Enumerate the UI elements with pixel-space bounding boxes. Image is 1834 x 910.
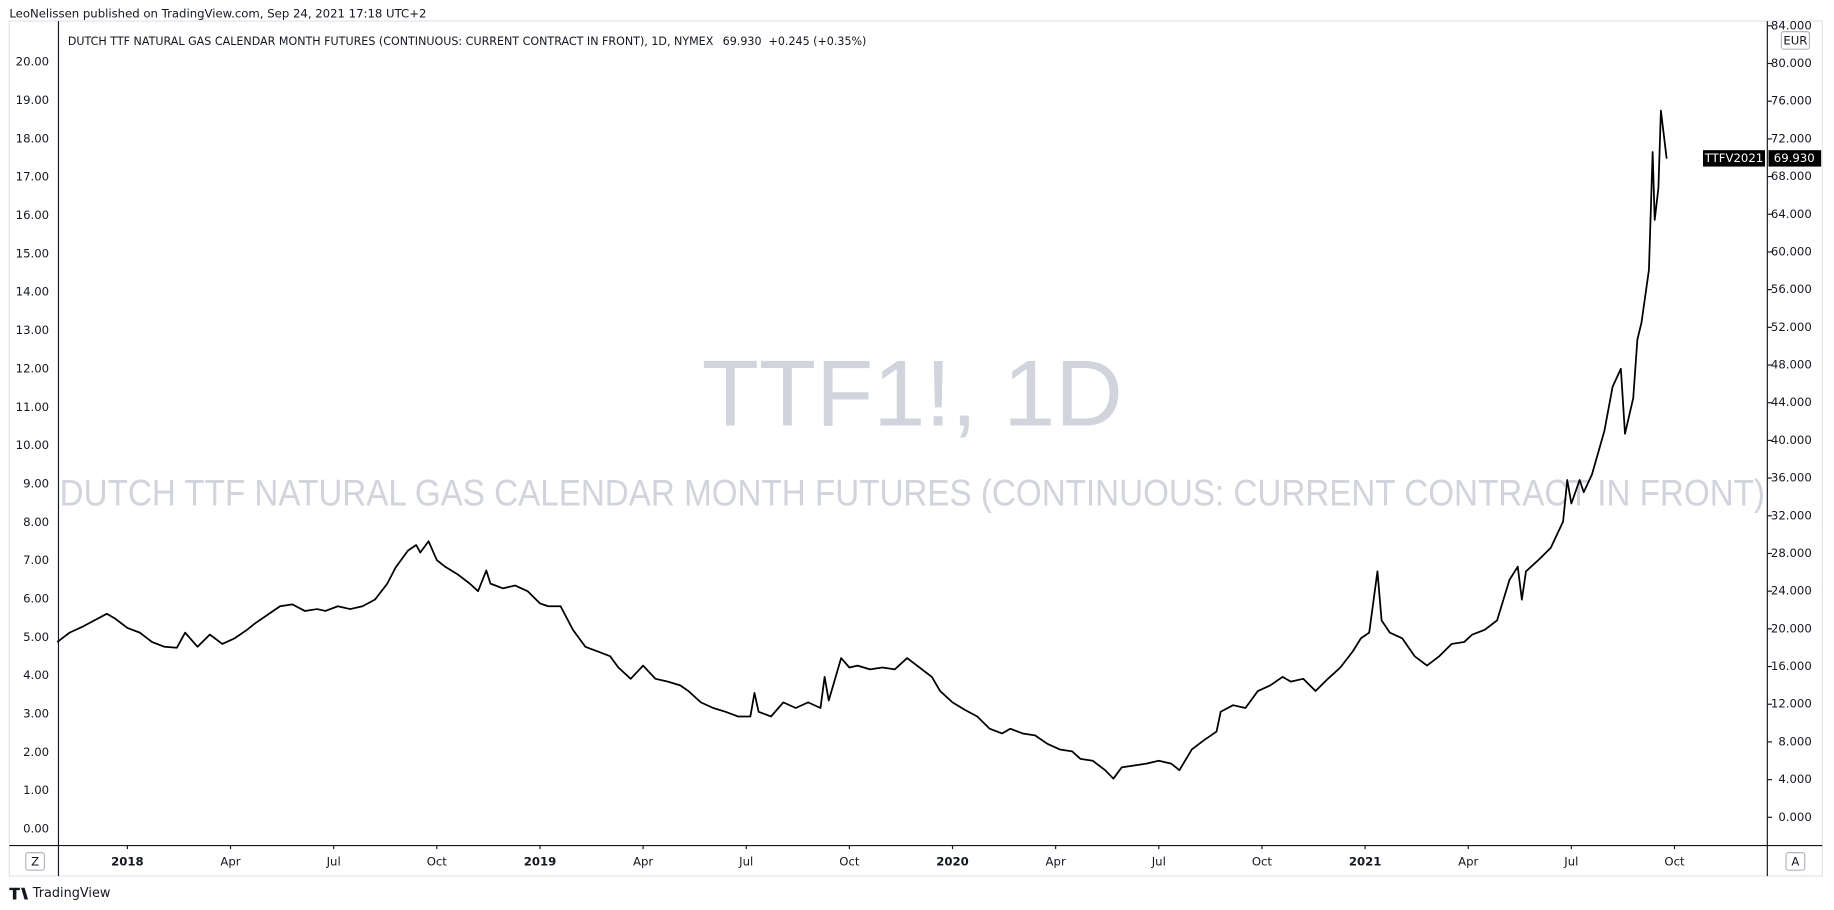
y-tick-label: 0.000 xyxy=(1778,810,1811,824)
chart-title: DUTCH TTF NATURAL GAS CALENDAR MONTH FUT… xyxy=(68,35,714,48)
y-tick-label: 68.000 xyxy=(1771,169,1812,183)
x-tick-label: Oct xyxy=(1664,854,1685,868)
x-tick-label: 2018 xyxy=(111,854,144,868)
brand: TradingView xyxy=(32,886,111,901)
y-tick-label: 28.000 xyxy=(1771,546,1812,560)
y-tick-label: 40.000 xyxy=(1771,433,1812,447)
y2-tick-label: 8.00 xyxy=(23,515,49,529)
x-tick-label: Oct xyxy=(427,854,448,868)
y-tick-label: 36.000 xyxy=(1771,471,1812,485)
last-price: 69.930 xyxy=(723,35,762,48)
brand-logo xyxy=(9,887,29,900)
x-tick-label: Apr xyxy=(1458,854,1478,868)
x-tick-label: Jul xyxy=(1563,854,1578,868)
y2-tick-label: 15.00 xyxy=(16,246,49,260)
y2-tick-label: 6.00 xyxy=(23,591,49,605)
x-tick-label: Jul xyxy=(1151,854,1166,868)
y-tick-label: 56.000 xyxy=(1771,282,1812,296)
y-tick-label: 64.000 xyxy=(1771,207,1812,221)
y-tick-label: 12.000 xyxy=(1771,697,1812,711)
y-tick-label: 32.000 xyxy=(1771,508,1812,522)
y-tick-label: 20.000 xyxy=(1771,621,1812,635)
y-tick-label: 24.000 xyxy=(1771,584,1812,598)
auto-label: A xyxy=(1791,854,1799,868)
y2-tick-label: 2.00 xyxy=(23,745,49,759)
x-tick-label: Jul xyxy=(738,854,753,868)
y2-tick-label: 20.00 xyxy=(16,55,49,69)
x-tick-label: 2019 xyxy=(524,854,557,868)
y2-tick-label: 4.00 xyxy=(23,668,49,682)
x-tick-label: Apr xyxy=(633,854,653,868)
y2-tick-label: 18.00 xyxy=(16,131,49,145)
y2-tick-label: 3.00 xyxy=(23,707,49,721)
y-tick-label: 4.000 xyxy=(1778,772,1811,786)
x-tick-label: Apr xyxy=(1046,854,1066,868)
series-name-box xyxy=(1703,150,1765,167)
y2-tick-label: 19.00 xyxy=(16,93,49,107)
y2-tick-label: 17.00 xyxy=(16,170,49,184)
y2-tick-label: 12.00 xyxy=(16,361,49,375)
y2-tick-label: 1.00 xyxy=(23,783,49,797)
y-tick-label: 76.000 xyxy=(1771,94,1812,108)
y-tick-label: 84.000 xyxy=(1771,18,1812,32)
x-tick-label: Oct xyxy=(839,854,860,868)
zoom-button[interactable] xyxy=(25,852,46,871)
price-label: 69.930 xyxy=(1774,151,1815,165)
y-tick-label: 60.000 xyxy=(1771,244,1812,258)
y-tick-label: 44.000 xyxy=(1771,395,1812,409)
y-tick-label: 52.000 xyxy=(1771,320,1812,334)
frame xyxy=(8,20,1823,877)
y2-tick-label: 13.00 xyxy=(16,323,49,337)
x-tick-label: Jul xyxy=(326,854,341,868)
y2-tick-label: 9.00 xyxy=(23,476,49,490)
x-tick-label: Apr xyxy=(220,854,240,868)
currency-badge[interactable] xyxy=(1780,31,1811,50)
series-name: TTFV2021 xyxy=(1704,151,1764,165)
y-tick-label: 80.000 xyxy=(1771,56,1812,70)
y2-tick-label: 10.00 xyxy=(16,438,49,452)
auto-scale-button[interactable] xyxy=(1785,852,1806,871)
y2-tick-label: 14.00 xyxy=(16,285,49,299)
y-tick-label: 8.000 xyxy=(1778,734,1811,748)
y2-tick-label: 16.00 xyxy=(16,208,49,222)
zoom-label: Z xyxy=(31,854,39,868)
x-tick-label: Oct xyxy=(1252,854,1273,868)
watermark: TTF1!, 1D xyxy=(702,340,1123,445)
x-tick-label: 2021 xyxy=(1349,854,1382,868)
y2-tick-label: 11.00 xyxy=(16,400,49,414)
price-label-box xyxy=(1768,150,1822,167)
y2-tick-label: 0.00 xyxy=(23,822,49,836)
currency-label: EUR xyxy=(1783,33,1807,47)
y-tick-label: 48.000 xyxy=(1771,358,1812,372)
y-tick-label: 16.000 xyxy=(1771,659,1812,673)
published-line: LeoNelissen published on TradingView.com… xyxy=(9,7,426,21)
y2-tick-label: 5.00 xyxy=(23,630,49,644)
y-tick-label: 72.000 xyxy=(1771,131,1812,145)
price-change: +0.245 (+0.35%) xyxy=(769,35,867,48)
price-line xyxy=(56,109,1668,780)
watermark-subtitle: DUTCH TTF NATURAL GAS CALENDAR MONTH FUT… xyxy=(60,471,1765,513)
x-tick-label: 2020 xyxy=(936,854,969,868)
y2-tick-label: 7.00 xyxy=(23,553,49,567)
